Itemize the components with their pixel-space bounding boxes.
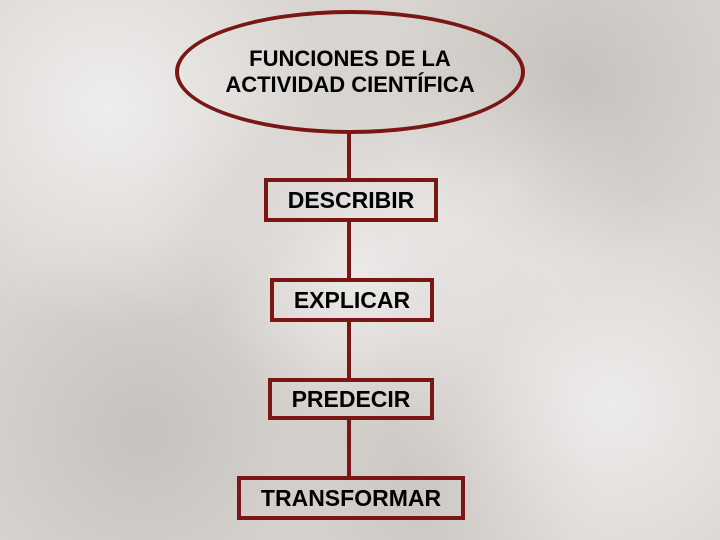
box-label: PREDECIR (292, 386, 411, 413)
box-transformar: TRANSFORMAR (237, 476, 465, 520)
connector-1 (347, 222, 351, 278)
title-text: FUNCIONES DE LAACTIVIDAD CIENTÍFICA (225, 46, 474, 99)
box-label: EXPLICAR (294, 287, 410, 314)
box-label: DESCRIBIR (288, 187, 415, 214)
title-ellipse: FUNCIONES DE LAACTIVIDAD CIENTÍFICA (175, 10, 525, 134)
box-label: TRANSFORMAR (261, 485, 441, 512)
connector-2 (347, 322, 351, 378)
box-explicar: EXPLICAR (270, 278, 434, 322)
box-describir: DESCRIBIR (264, 178, 438, 222)
connector-0 (347, 134, 351, 178)
connector-3 (347, 420, 351, 476)
box-predecir: PREDECIR (268, 378, 434, 420)
